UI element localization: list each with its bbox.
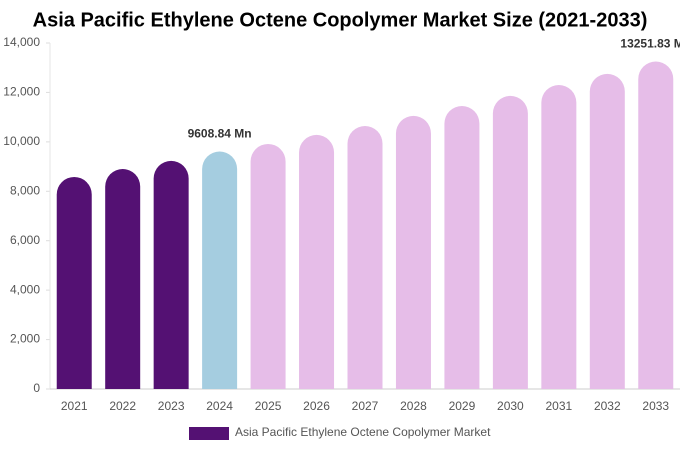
y-tick-label: 8,000 (10, 183, 40, 197)
x-tick-label: 2024 (206, 399, 233, 413)
legend-label: Asia Pacific Ethylene Octene Copolymer M… (235, 425, 491, 439)
y-tick-label: 2,000 (10, 332, 40, 346)
bar (492, 95, 528, 390)
bar (299, 134, 335, 389)
bar (444, 106, 480, 390)
x-tick-label: 2026 (303, 399, 330, 413)
x-tick-label: 2030 (497, 399, 524, 413)
bar (638, 61, 674, 390)
bar (395, 115, 431, 389)
y-tick-label: 14,000 (3, 35, 40, 49)
bar (347, 126, 383, 389)
y-tick-label: 10,000 (3, 134, 40, 148)
x-tick-label: 2023 (158, 399, 185, 413)
x-tick-label: 2029 (449, 399, 476, 413)
y-tick-label: 6,000 (10, 233, 40, 247)
bar (250, 143, 286, 389)
x-tick-label: 2027 (352, 399, 379, 413)
bar (56, 176, 92, 389)
x-tick-label: 2021 (61, 399, 88, 413)
data-label: 13251.83 Mn (620, 37, 680, 51)
x-tick-label: 2022 (109, 399, 136, 413)
data-label: 9608.84 Mn (188, 127, 252, 141)
chart-title: Asia Pacific Ethylene Octene Copolymer M… (33, 9, 648, 31)
y-tick-label: 4,000 (10, 282, 40, 296)
bar (105, 169, 141, 389)
x-tick-label: 2033 (642, 399, 669, 413)
bar (541, 85, 577, 389)
y-tick-label: 0 (33, 381, 40, 395)
bar (153, 160, 189, 389)
y-tick-label: 12,000 (3, 85, 40, 99)
x-tick-label: 2032 (594, 399, 621, 413)
x-tick-label: 2028 (400, 399, 427, 413)
legend-swatch (189, 427, 229, 440)
bar (589, 73, 625, 390)
bar (202, 151, 238, 389)
x-tick-label: 2025 (255, 399, 282, 413)
x-tick-label: 2031 (545, 399, 572, 413)
